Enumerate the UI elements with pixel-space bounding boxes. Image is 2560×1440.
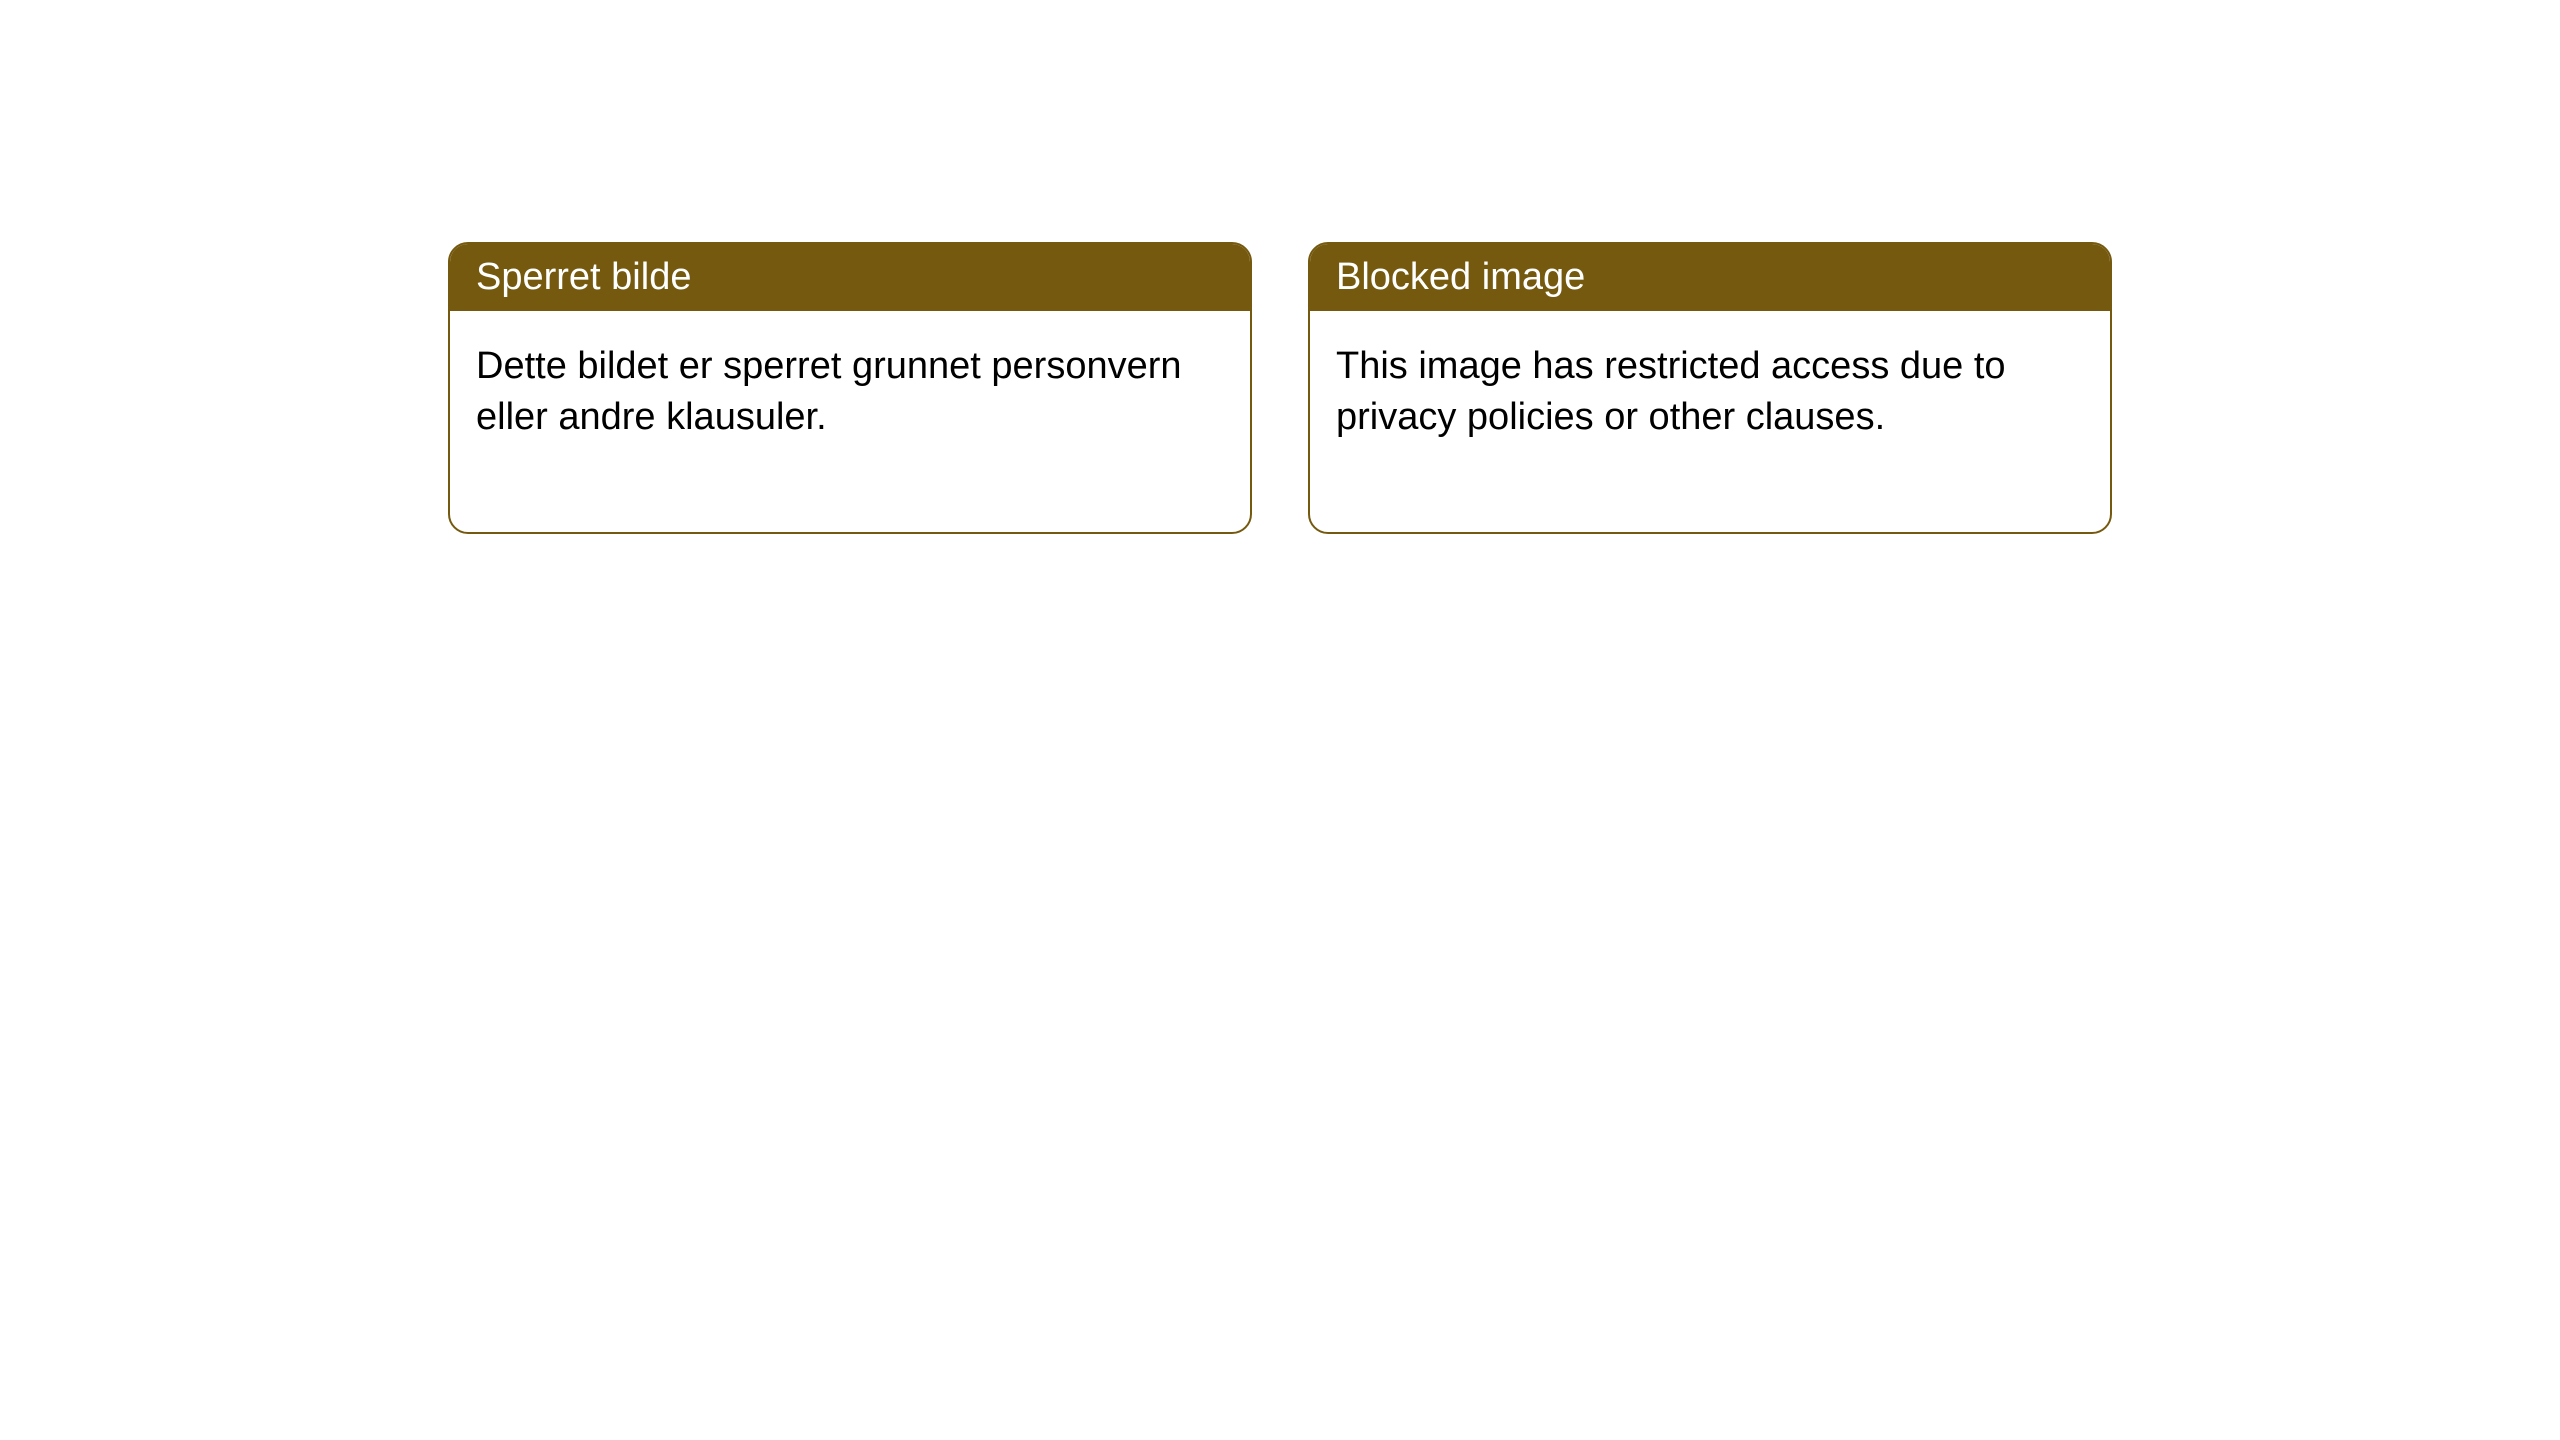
card-body-text: This image has restricted access due to …: [1336, 345, 2006, 438]
blocked-image-card-en: Blocked image This image has restricted …: [1308, 242, 2112, 534]
card-header: Blocked image: [1310, 244, 2110, 311]
blocked-image-card-no: Sperret bilde Dette bildet er sperret gr…: [448, 242, 1252, 534]
card-body-text: Dette bildet er sperret grunnet personve…: [476, 345, 1182, 438]
card-body: This image has restricted access due to …: [1310, 311, 2110, 532]
cards-container: Sperret bilde Dette bildet er sperret gr…: [0, 0, 2560, 534]
card-title: Blocked image: [1336, 256, 1585, 298]
card-title: Sperret bilde: [476, 256, 691, 298]
card-header: Sperret bilde: [450, 244, 1250, 311]
card-body: Dette bildet er sperret grunnet personve…: [450, 311, 1250, 532]
